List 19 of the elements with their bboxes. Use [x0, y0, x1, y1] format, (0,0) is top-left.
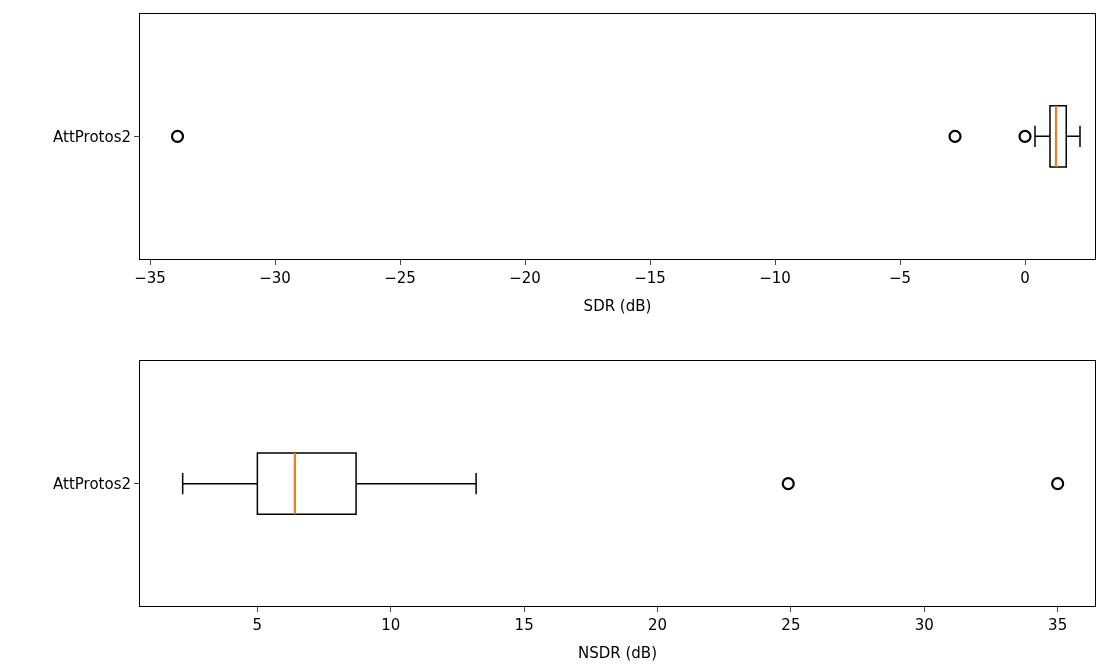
x-tick-label: −15 — [634, 268, 666, 287]
y-tick-label: AttProtos2 — [53, 474, 131, 493]
y-tick-label: AttProtos2 — [53, 127, 131, 146]
x-tick-label: 25 — [781, 615, 801, 634]
x-tick-label: −35 — [134, 268, 166, 287]
x-tick-label: −25 — [384, 268, 416, 287]
x-tick-label: 5 — [252, 615, 263, 634]
x-tick-label: −20 — [509, 268, 541, 287]
x-tick-label: −10 — [759, 268, 791, 287]
x-tick-label: −5 — [888, 268, 912, 287]
x-tick-label: 15 — [514, 615, 534, 634]
x-tick-label: 20 — [647, 615, 668, 634]
x-tick-label: 10 — [381, 615, 401, 634]
x-tick-label: 0 — [1020, 268, 1030, 287]
x-tick-label: 35 — [1048, 615, 1068, 634]
x-tick-label: 30 — [914, 615, 934, 634]
x-tick-label: −30 — [259, 268, 291, 287]
x-axis-title: NSDR (dB) — [578, 643, 657, 662]
x-axis-title: SDR (dB) — [583, 296, 652, 315]
